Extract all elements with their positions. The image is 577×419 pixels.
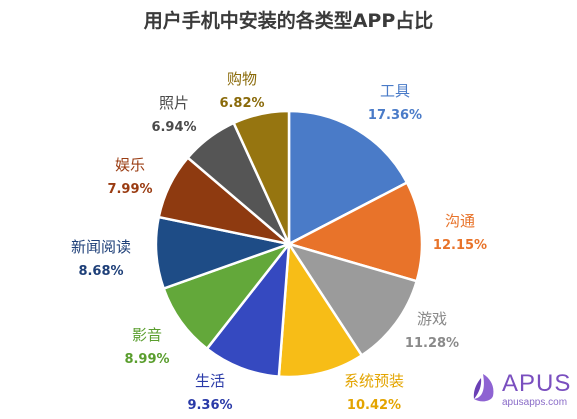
logo-url: apusapps.com (502, 397, 568, 408)
apus-logo: APUS apusapps.com (468, 368, 574, 414)
slice-label-7: 新闻阅读 (71, 238, 131, 256)
pie-slice-1 (287, 109, 409, 247)
pie-slice-5 (205, 239, 291, 378)
pie-slice-4 (277, 240, 364, 379)
slice-label-1: 工具 (380, 82, 410, 100)
slice-value-9: 6.94% (151, 120, 196, 135)
pie-slice-2 (285, 180, 424, 283)
slice-value-4: 10.42% (347, 398, 401, 413)
slice-label-3: 游戏 (417, 310, 447, 328)
slice-value-8: 7.99% (107, 182, 152, 197)
slice-value-3: 11.28% (405, 336, 459, 351)
pie-slice-3 (286, 241, 419, 358)
slice-label-8: 娱乐 (115, 156, 145, 174)
slice-value-1: 17.36% (368, 108, 422, 123)
slice-label-5: 生活 (195, 372, 225, 390)
slice-label-10: 购物 (227, 70, 257, 88)
logo-name: APUS (502, 370, 572, 397)
slice-label-9: 照片 (159, 94, 189, 112)
slice-value-6: 8.99% (124, 352, 169, 367)
slice-value-7: 8.68% (78, 264, 123, 279)
pie-slice-10 (232, 109, 291, 245)
slice-label-2: 沟通 (445, 212, 475, 230)
slice-value-5: 9.36% (187, 398, 232, 413)
slice-value-10: 6.82% (219, 96, 264, 111)
pie-slices (154, 109, 424, 379)
slice-label-4: 系统预装 (344, 372, 404, 390)
slice-value-2: 12.15% (433, 238, 487, 253)
chart-title: 用户手机中安装的各类型APP占比 (143, 10, 434, 32)
slice-label-6: 影音 (132, 326, 162, 344)
apus-logo-icon (473, 374, 494, 402)
pie-labels: 工具 17.36% 沟通 12.15% 游戏 11.28% 系统预装 10.42% 生活 9.36… (71, 70, 487, 413)
